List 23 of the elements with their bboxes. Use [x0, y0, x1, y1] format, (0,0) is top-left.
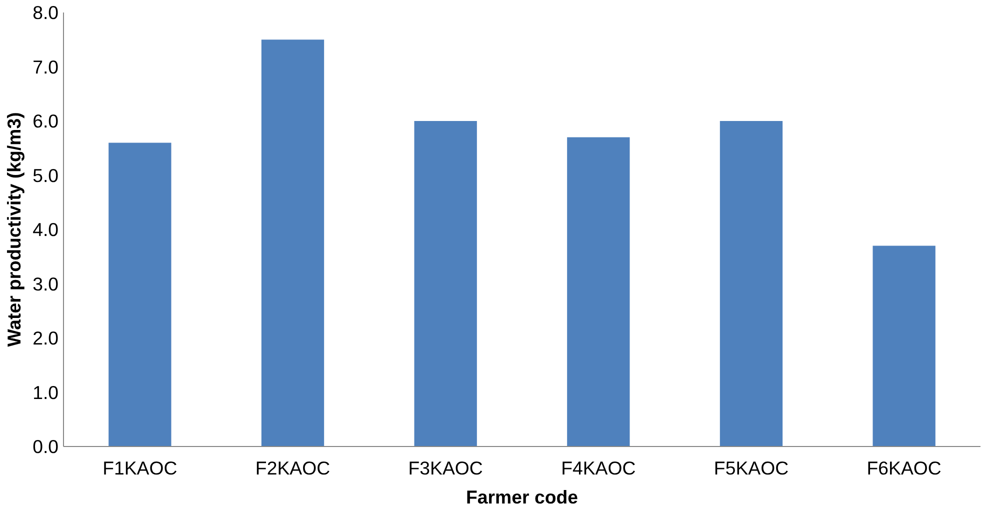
bar [414, 121, 477, 446]
y-tick-label: 4.0 [32, 219, 59, 240]
y-axis-title: Water productivity (kg/m3) [4, 112, 25, 347]
bar [108, 142, 172, 446]
x-tick-label: F5KAOC [714, 458, 789, 478]
bar [261, 40, 324, 446]
x-axis-title: Farmer code [466, 486, 578, 508]
bar [567, 137, 630, 446]
y-tick-label: 3.0 [32, 273, 59, 294]
y-tick-label: 1.0 [32, 382, 59, 403]
bar [872, 246, 936, 446]
x-tick-label: F6KAOC [866, 458, 942, 478]
y-tick-label: 0.0 [32, 436, 59, 457]
y-tick-label: 6.0 [32, 110, 59, 132]
x-tick-label: F3KAOC [408, 458, 483, 478]
bar [720, 121, 783, 446]
x-tick-label: F2KAOC [255, 458, 330, 478]
x-tick-label: F1KAOC [102, 458, 178, 478]
y-tick-label: 5.0 [32, 164, 59, 186]
x-tick-label: F4KAOC [561, 458, 636, 478]
y-tick-label: 8.0 [32, 2, 59, 23]
y-tick-label: 2.0 [32, 328, 59, 348]
y-tick-label: 7.0 [32, 56, 59, 78]
